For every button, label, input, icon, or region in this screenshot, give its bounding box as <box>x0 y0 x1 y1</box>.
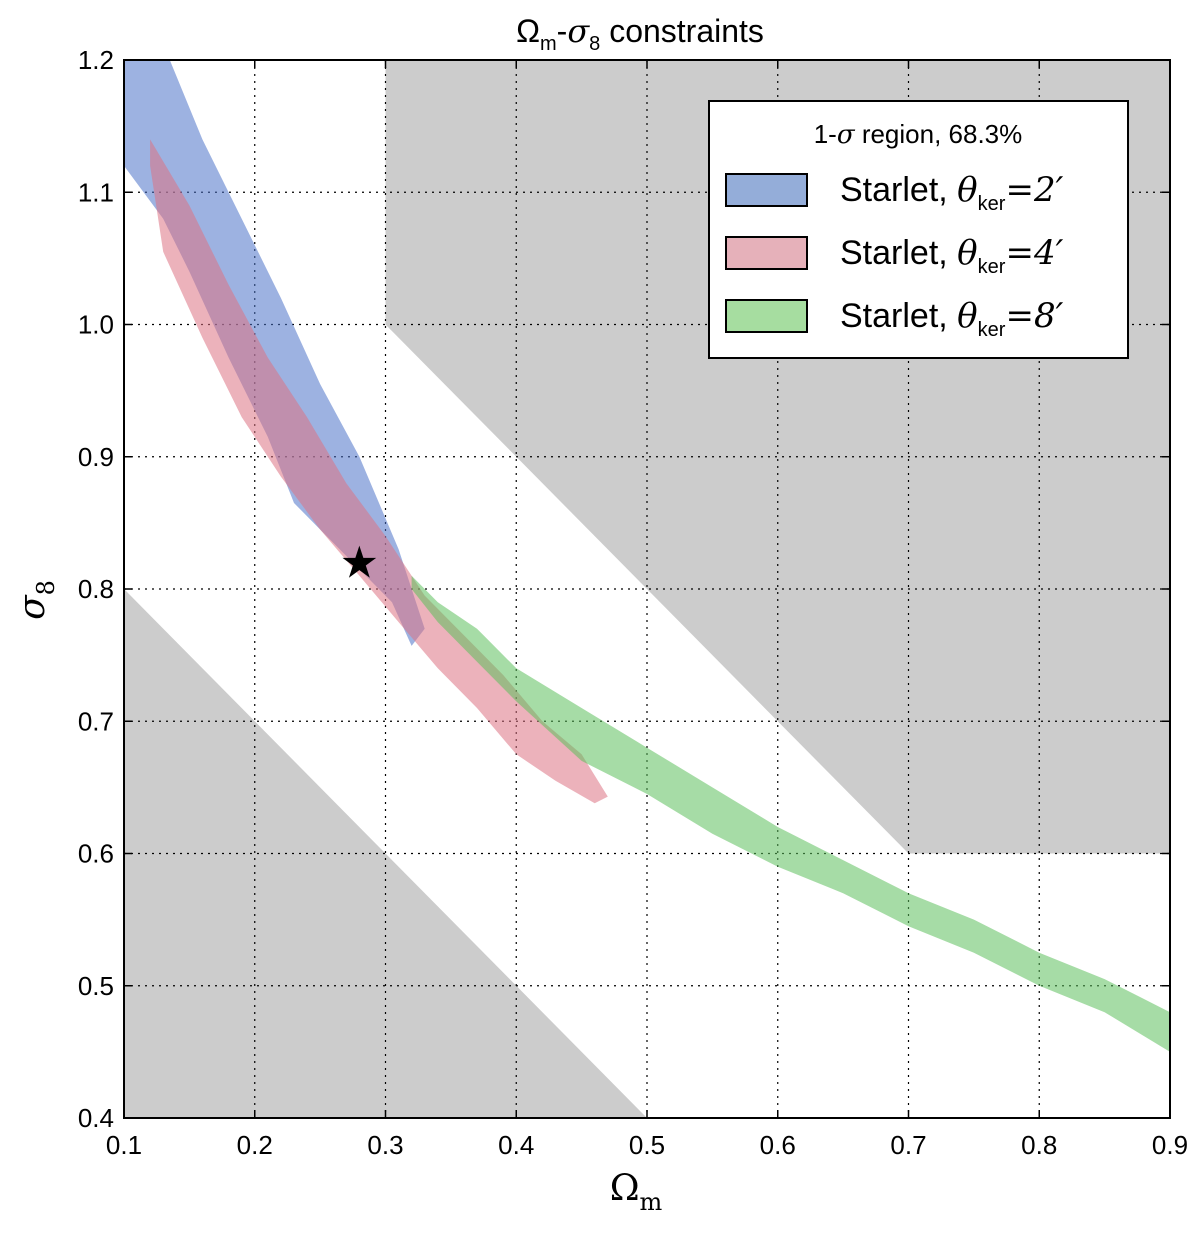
legend-swatch-2arcmin <box>725 173 808 207</box>
legend-label-4arcmin: Starlet, θker=4′ <box>840 233 1064 278</box>
y-tick-label: 1.2 <box>78 45 114 75</box>
y-tick-label: 0.6 <box>78 839 114 869</box>
x-tick-label: 0.6 <box>760 1130 796 1160</box>
legend-label-8arcmin: Starlet, θker=8′ <box>840 296 1064 341</box>
legend-title: 1-σ region, 68.3% <box>814 119 1023 150</box>
y-tick-label: 0.9 <box>78 442 114 472</box>
y-tick-label: 0.4 <box>78 1103 114 1133</box>
x-axis-label: Ωm <box>610 1168 663 1216</box>
x-tick-label: 0.1 <box>106 1130 142 1160</box>
x-tick-label: 0.2 <box>237 1130 273 1160</box>
y-tick-label: 0.7 <box>78 706 114 736</box>
x-tick-label: 0.5 <box>629 1130 665 1160</box>
chart-title: Ωm-σ8 constraints <box>516 12 764 55</box>
y-axis-label: σ8 <box>12 580 60 620</box>
x-tick-label: 0.3 <box>367 1130 403 1160</box>
y-tick-label: 1.0 <box>78 310 114 340</box>
x-tick-label: 0.7 <box>890 1130 926 1160</box>
x-tick-label: 0.9 <box>1152 1130 1188 1160</box>
y-tick-label: 1.1 <box>78 177 114 207</box>
fiducial-star-marker: ★ <box>340 538 379 589</box>
confidence-region-3 <box>411 575 1170 1052</box>
x-tick-label: 0.8 <box>1021 1130 1057 1160</box>
legend-label-2arcmin: Starlet, θker=2′ <box>840 170 1064 215</box>
legend: 1-σ region, 68.3% Starlet, θker=2′ Starl… <box>708 100 1129 359</box>
y-tick-label: 0.8 <box>78 574 114 604</box>
legend-swatch-4arcmin <box>725 236 808 270</box>
x-tick-label: 0.4 <box>498 1130 534 1160</box>
y-tick-label: 0.5 <box>78 971 114 1001</box>
legend-swatch-8arcmin <box>725 299 808 333</box>
